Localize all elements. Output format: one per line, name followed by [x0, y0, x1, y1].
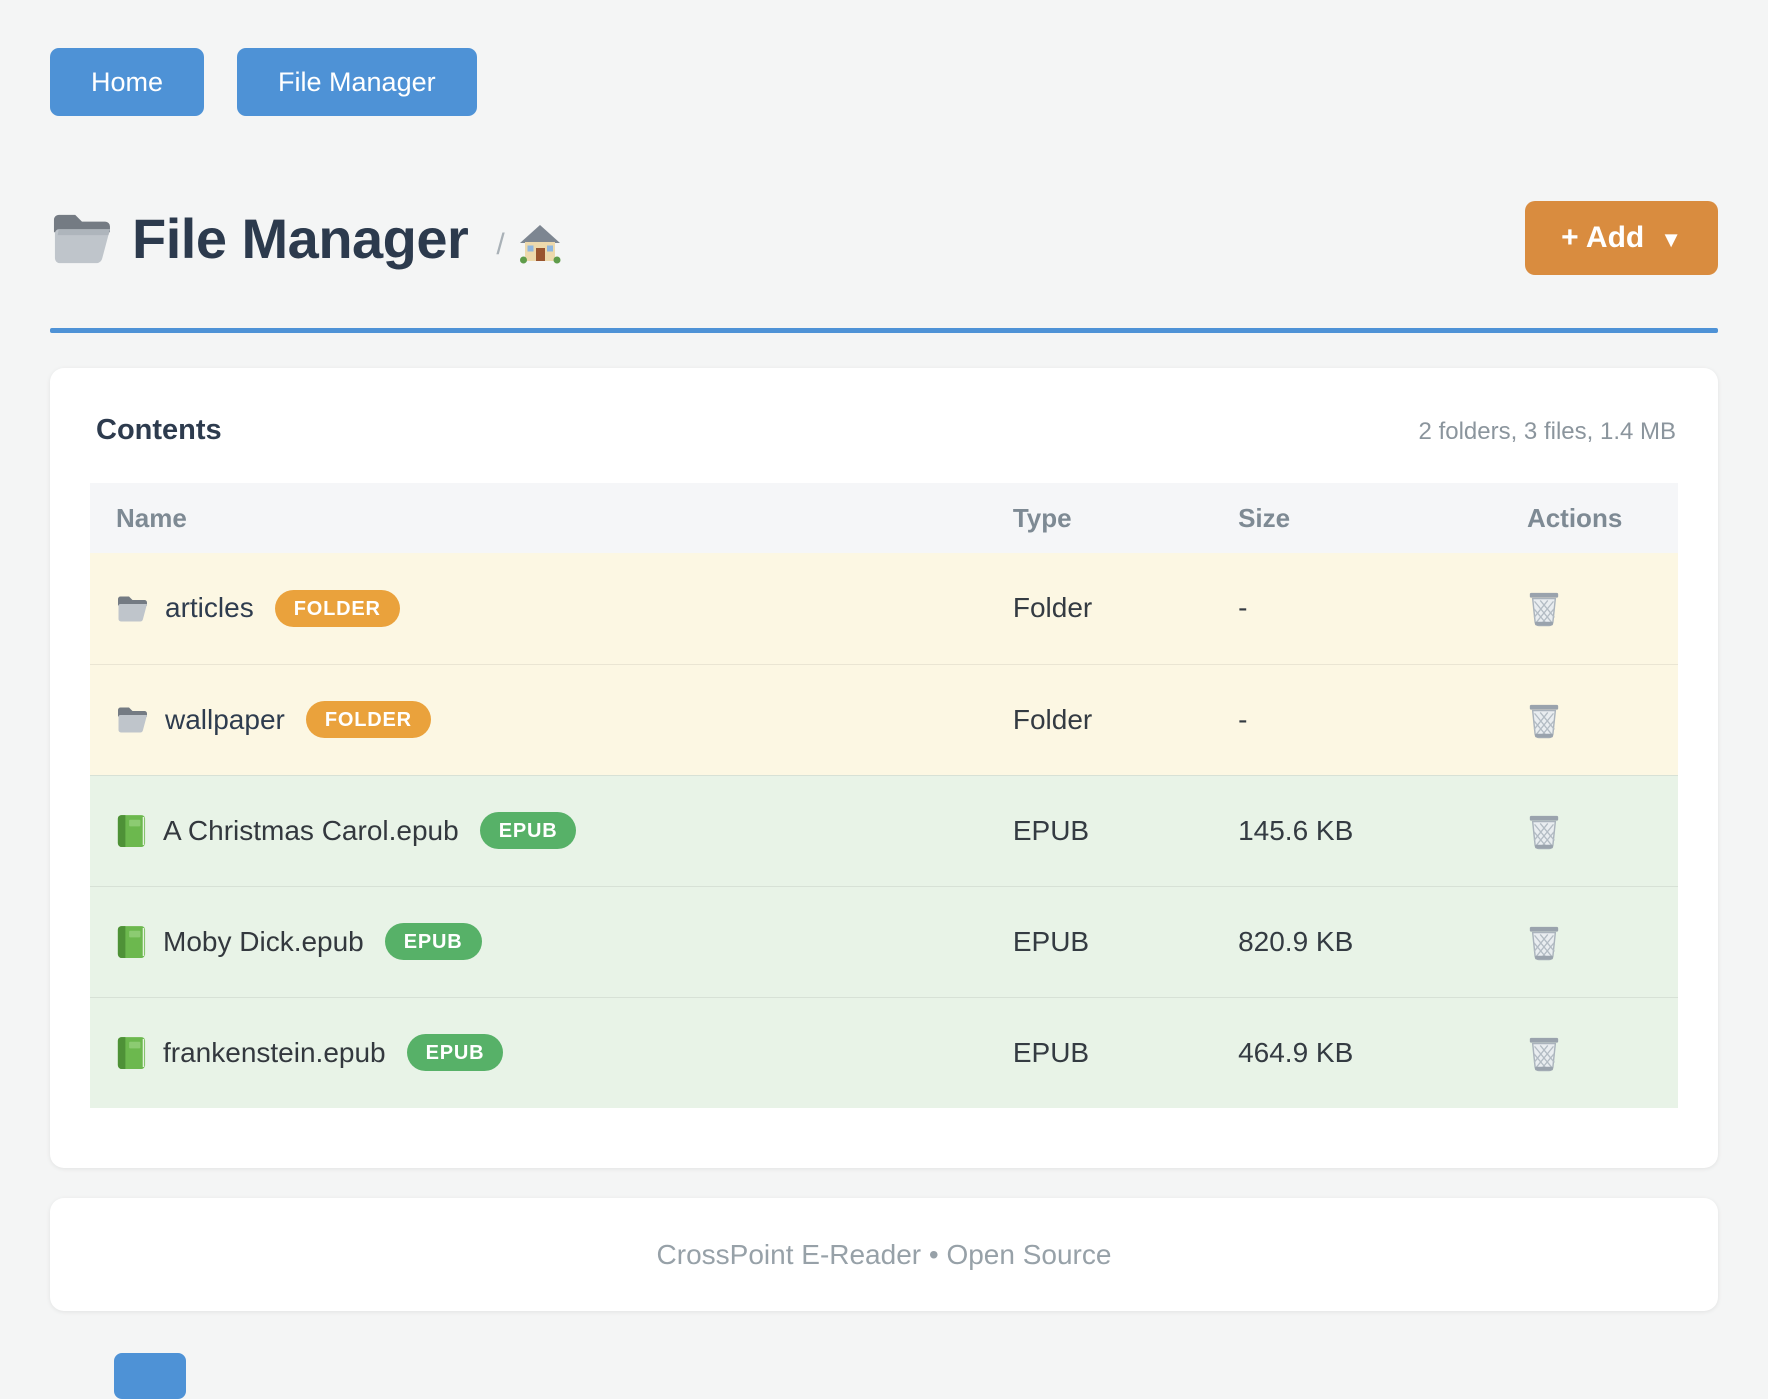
- table-header-row: Name Type Size Actions: [90, 483, 1678, 553]
- add-button-label: + Add: [1561, 221, 1645, 254]
- green-book-icon: [116, 1036, 146, 1070]
- delete-button[interactable]: [1527, 812, 1561, 850]
- file-manager-button[interactable]: File Manager: [237, 48, 477, 116]
- title-divider: [50, 328, 1718, 333]
- file-name[interactable]: frankenstein.epub: [163, 1036, 386, 1068]
- trash-icon: [1527, 589, 1561, 627]
- trash-icon: [1527, 812, 1561, 850]
- size-cell: 464.9 KB: [1212, 996, 1496, 1108]
- trash-icon: [1527, 923, 1561, 961]
- contents-card: Contents 2 folders, 3 files, 1.4 MB Name…: [50, 368, 1718, 1168]
- files-table: Name Type Size Actions: [90, 483, 1678, 1108]
- house-icon[interactable]: [519, 223, 561, 265]
- file-name[interactable]: articles: [165, 592, 254, 624]
- page-header: File Manager / + Add ▼: [50, 200, 1718, 276]
- breadcrumb-separator: /: [496, 228, 505, 261]
- add-button[interactable]: + Add ▼: [1525, 201, 1718, 275]
- type-cell: EPUB: [986, 885, 1213, 997]
- folder-icon: [50, 210, 112, 266]
- type-cell: EPUB: [986, 996, 1213, 1108]
- delete-button[interactable]: [1527, 701, 1561, 739]
- size-cell: -: [1212, 663, 1496, 775]
- delete-button[interactable]: [1527, 589, 1561, 627]
- table-row: articles FOLDER Folder -: [90, 553, 1678, 664]
- type-cell: EPUB: [986, 774, 1213, 886]
- size-cell: 145.6 KB: [1212, 774, 1496, 886]
- epub-badge: EPUB: [406, 1034, 504, 1072]
- green-book-icon: [116, 814, 146, 848]
- page-title: File Manager: [132, 206, 469, 270]
- footer-text: CrossPoint E-Reader • Open Source: [656, 1238, 1112, 1270]
- footer-card: CrossPoint E-Reader • Open Source: [50, 1198, 1718, 1311]
- file-manager-page: Home File Manager File Manager /: [50, 48, 1718, 1311]
- table-row: Moby Dick.epub EPUB EPUB 820.9 KB: [90, 885, 1678, 997]
- column-header-name: Name: [90, 483, 987, 553]
- size-cell: -: [1212, 553, 1496, 664]
- type-cell: Folder: [986, 553, 1213, 664]
- folder-badge: FOLDER: [305, 701, 431, 738]
- folder-badge: FOLDER: [274, 589, 400, 627]
- table-row: A Christmas Carol.epub EPUB EPUB 145.6 K…: [90, 774, 1678, 886]
- delete-button[interactable]: [1527, 1034, 1561, 1072]
- green-book-icon: [116, 925, 146, 959]
- file-name[interactable]: Moby Dick.epub: [163, 925, 364, 957]
- contents-card-header: Contents 2 folders, 3 files, 1.4 MB: [90, 414, 1678, 447]
- folder-icon: [116, 594, 148, 623]
- chevron-down-icon: ▼: [1660, 226, 1682, 252]
- size-cell: 820.9 KB: [1212, 885, 1496, 997]
- column-header-actions: Actions: [1495, 483, 1678, 553]
- column-header-size: Size: [1212, 483, 1496, 553]
- table-row: wallpaper FOLDER Folder -: [90, 663, 1678, 775]
- home-button[interactable]: Home: [50, 48, 205, 116]
- column-header-type: Type: [986, 483, 1213, 553]
- file-name[interactable]: wallpaper: [165, 703, 285, 735]
- trash-icon: [1527, 1034, 1561, 1072]
- contents-summary: 2 folders, 3 files, 1.4 MB: [1418, 418, 1676, 445]
- table-row: frankenstein.epub EPUB EPUB 464.9 KB: [90, 996, 1678, 1108]
- top-nav: Home File Manager: [50, 48, 1718, 116]
- delete-button[interactable]: [1527, 923, 1561, 961]
- folder-icon: [116, 705, 148, 734]
- partially-visible-button[interactable]: [114, 1353, 186, 1399]
- contents-title: Contents: [96, 414, 222, 446]
- file-name[interactable]: A Christmas Carol.epub: [163, 814, 459, 846]
- epub-badge: EPUB: [384, 923, 482, 960]
- epub-badge: EPUB: [479, 812, 577, 849]
- trash-icon: [1527, 701, 1561, 739]
- type-cell: Folder: [986, 663, 1213, 775]
